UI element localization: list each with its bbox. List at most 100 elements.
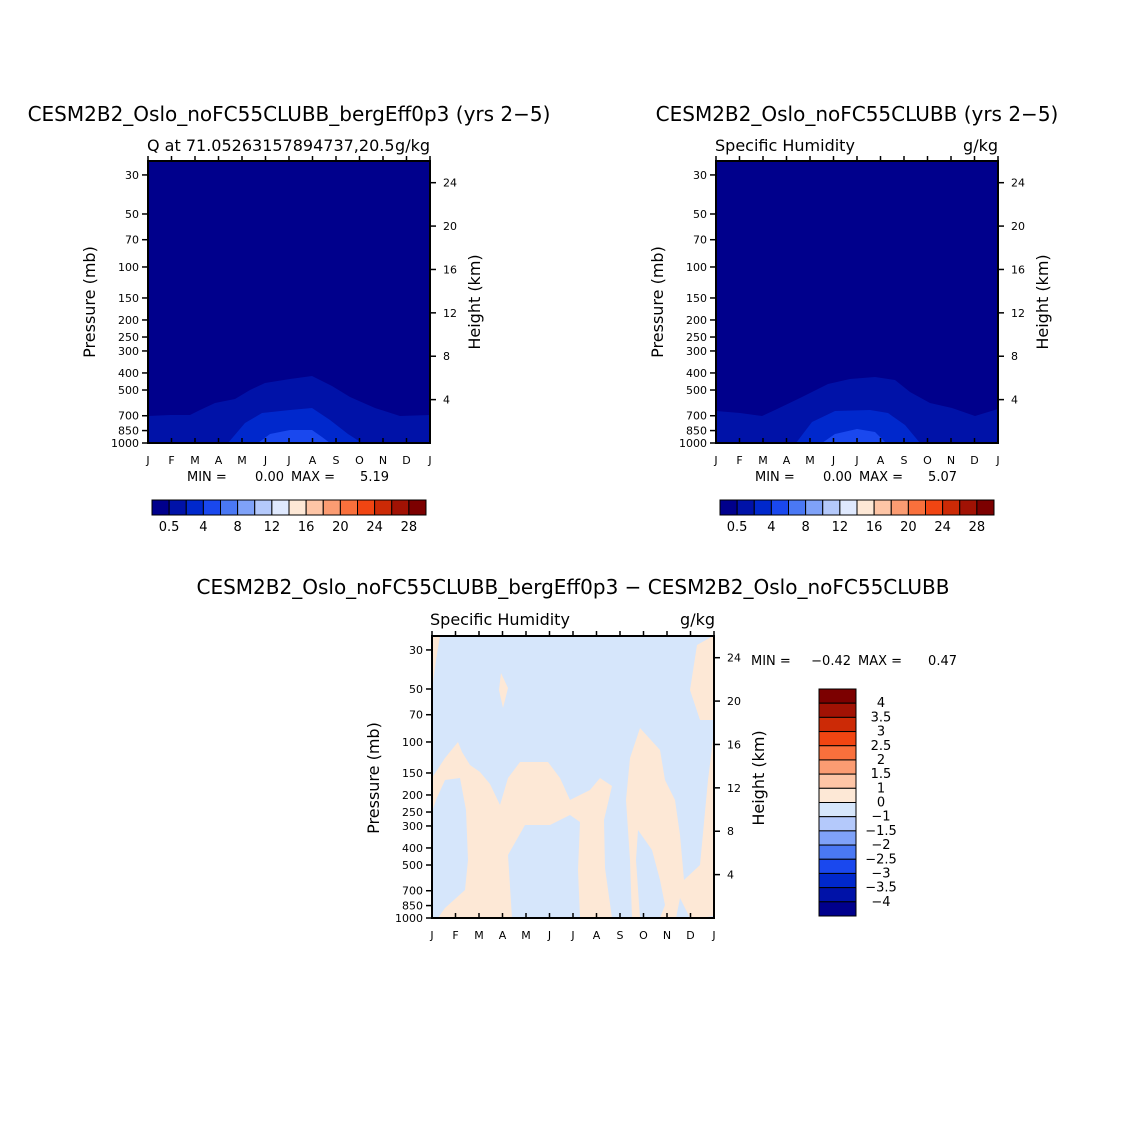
panel-2-y-tick-label: 30 [693,169,707,182]
panel-2-x-tick-label: A [783,454,791,467]
panel-3-colorbar-swatch [818,887,857,903]
panel-2-y-tick-label: 250 [686,331,707,344]
panel-3-left-label: Specific Humidity [430,610,570,629]
panel-3-min-label: MIN = [751,654,791,669]
panel-3-y-tick-label: 70 [409,709,423,722]
panel-1-colorbar-swatch [408,499,427,516]
panel-3-x-tick-label: J [429,929,433,942]
panel-1-y-tick-label-right: 4 [443,394,450,407]
panel-3-colorbar-swatch [818,787,857,803]
panel-2-colorbar: 0.5 4 8 12 16 20 24 28 [719,499,995,535]
panel-3-colorbar-swatch [818,745,857,761]
panel-2-y-tick-label-right: 4 [1011,394,1018,407]
panel-2-colorbar-swatch [822,499,841,516]
panel-3-y-tick-label: 50 [409,683,423,696]
panel-3-y-tick-label: 400 [402,842,423,855]
panel-2-contour-band-1 [716,377,998,443]
panel-2-y-tick-label-right: 20 [1011,220,1025,233]
panel-2-y-tick-label: 400 [686,367,707,380]
panel-2-x-tick-label: J [831,454,835,467]
panel-1-colorbar-swatch [374,499,393,516]
panel-1-y-tick-label-right: 24 [443,177,457,190]
panel-2-y-tick-label-right: 16 [1011,263,1025,276]
panel-1-colorbar-label: 8 [233,520,241,535]
panel-3-positive-region-1 [432,636,440,690]
panel-2-colorbar-swatch [736,499,755,516]
panel-3-colorbar-swatch [818,816,857,832]
panel-3-positive-region-2 [499,673,508,708]
panel-3-colorbar-swatch [818,844,857,860]
panel-1-y-tick-label: 1000 [111,437,139,450]
panel-1-colorbar-swatch [305,499,324,516]
panel-3-colorbar-label: 1 [877,781,885,796]
panel-2-x-tick-label: M [805,454,815,467]
panel-1-y-tick-label: 150 [118,292,139,305]
panel-3-colorbar-label: −1.5 [865,824,897,839]
panel-1-colorbar-swatch [168,499,187,516]
panel-1-x-tick-label: F [168,454,174,467]
panel-1-colorbar-swatch [202,499,221,516]
panel-1-colorbar-swatch [288,499,307,516]
panel-3-x-tick-label: M [521,929,531,942]
panel-3-colorbar-swatch [818,858,857,874]
panel-2-colorbar-swatch [788,499,807,516]
panel-1-y-tick-label-right: 20 [443,220,457,233]
panel-1-colorbar-swatch [339,499,358,516]
panel-2-colorbar-label: 20 [900,520,917,535]
panel-2-colorbar-swatch [890,499,909,516]
panel-3-colorbar-label: 3.5 [871,710,892,725]
panel-2-y-tick-label-right: 24 [1011,177,1025,190]
panel-3-min-value: −0.42 [811,654,851,669]
panel-2-contour-band-3 [822,429,886,443]
panel-2-colorbar-swatch [907,499,926,516]
panel-1-colorbar-label: 16 [298,520,315,535]
panel-2-y-tick-label: 1000 [679,437,707,450]
panel-3-colorbar-label: −2.5 [865,852,897,867]
panel-3-y-tick-label-right: 12 [727,782,741,795]
panel-1-colorbar: 0.5 4 8 12 16 20 24 28 [151,499,427,535]
panel-1-y-tick-label: 500 [118,384,139,397]
panel-1-y-tick-label: 70 [125,234,139,247]
panel-2-ylabel-right: Height (km) [1033,254,1052,349]
panel-1-colorbar-swatch [185,499,204,516]
panel-3-colorbar-swatch [818,830,857,846]
panel-1-colorbar-swatch [322,499,341,516]
panel-2-ylabel: Pressure (mb) [648,246,667,358]
panel-3-colorbar-label: −3.5 [865,881,897,896]
panel-1-contour-band-1 [148,376,430,443]
panel-3-colorbar-swatch [818,759,857,775]
panel-2-y-tick-label: 100 [686,261,707,274]
panel-2-x-tick-label: J [854,454,858,467]
panel-1-colorbar-label: 12 [264,520,281,535]
panel-1-x-tick-label: M [237,454,247,467]
panel-2-colorbar-label: 28 [969,520,986,535]
panel-2-max-label: MAX = [859,470,903,485]
panel-1-x-tick-label: D [402,454,410,467]
panel-2-x-tick-label: J [995,454,999,467]
panel-3-y-tick-label-right: 24 [727,652,741,665]
panel-3-y-tick-label: 1000 [395,912,423,925]
panel-3-y-tick-label-right: 20 [727,695,741,708]
panel-3-colorbar-label: −3 [871,866,890,881]
panel-3-x-tick-label: J [547,929,551,942]
panel-2-colorbar-swatch [719,499,738,516]
panel-1-colorbar-label: 24 [366,520,383,535]
panel-1-colorbar-label: 20 [332,520,349,535]
panel-2-colorbar-swatch [873,499,892,516]
panel-2-x-tick-label: M [758,454,768,467]
panel-3-colorbar-label: 2 [877,753,885,768]
panel-1-ylabel: Pressure (mb) [80,246,99,358]
panel-2-colorbar-label: 24 [934,520,951,535]
panel-1-x-tick-label: J [286,454,290,467]
panel-1-x-tick-label: A [309,454,317,467]
panel-3-x-tick-label: J [570,929,574,942]
panel-1-y-tick-label: 200 [118,314,139,327]
panel-3-y-tick-label-right: 4 [727,869,734,882]
panel-1-y-tick-label: 50 [125,208,139,221]
panel-3-y-tick-label: 200 [402,789,423,802]
panel-3-max-label: MAX = [858,654,902,669]
panel-3-x-tick-label: A [499,929,507,942]
panel-3-x-tick-label: S [617,929,624,942]
